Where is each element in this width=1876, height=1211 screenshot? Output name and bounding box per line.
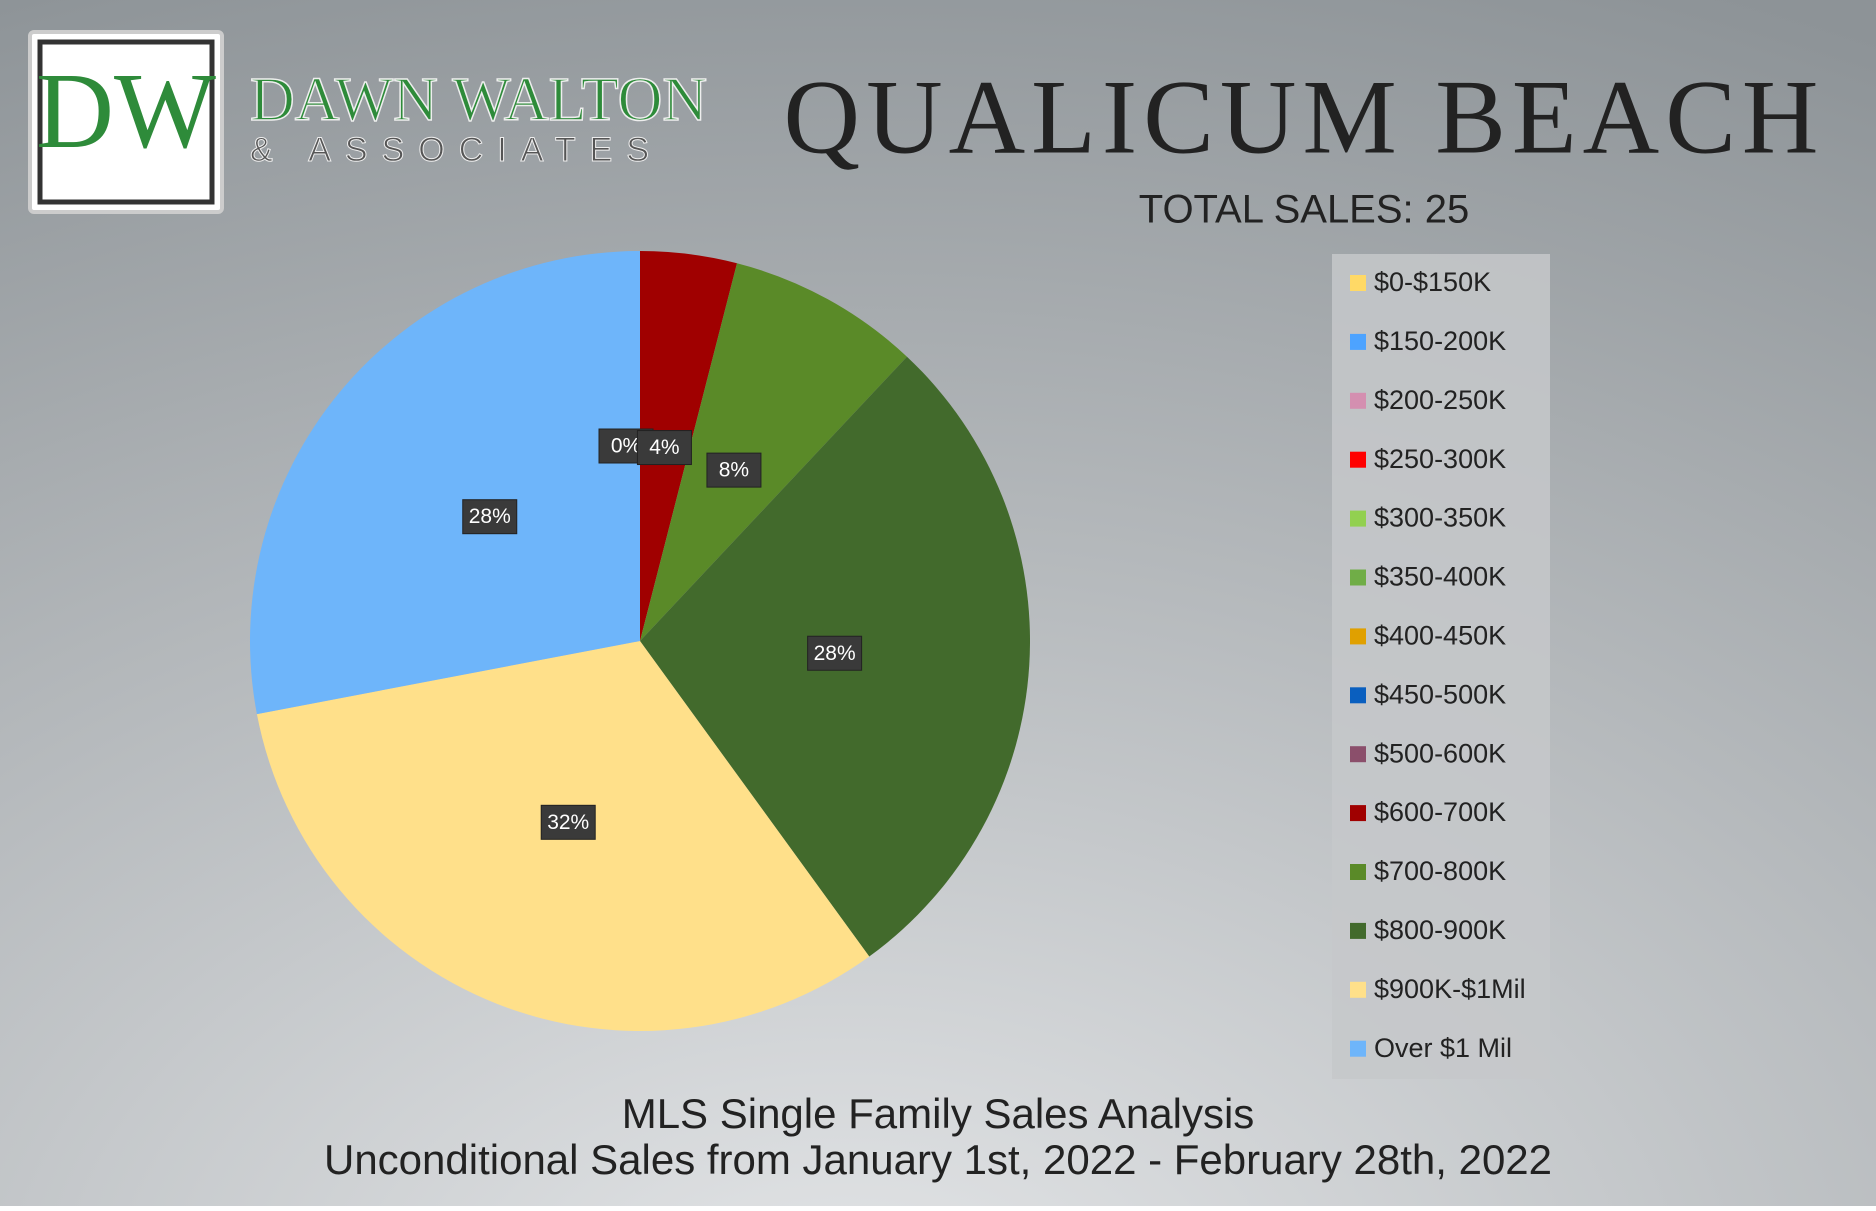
legend-label: $400-450K [1374,621,1506,651]
legend-swatch [1350,392,1366,409]
footer-line: Unconditional Sales from January 1st, 20… [324,1136,1552,1183]
legend-swatch [1350,746,1366,763]
data-label-box [540,804,596,840]
legend-label: $600-700K [1374,797,1506,827]
pie-slice [640,263,907,641]
legend-swatch [1350,1040,1366,1057]
data-label-box [462,499,518,535]
legend-swatch [1350,981,1366,998]
legend-label: $900K-$1Mil [1374,974,1526,1004]
legend-label: $500-600K [1374,738,1506,768]
data-label: 4% [649,436,679,459]
legend-label: $200-250K [1374,385,1506,415]
legend-label: $700-800K [1374,856,1506,886]
legend-swatch [1350,864,1366,880]
legend-label: $300-350K [1374,503,1506,533]
data-label: 0% [611,435,641,458]
legend-swatch [1350,805,1366,822]
data-label-box [706,452,762,488]
legend-box [1332,254,1550,1079]
data-label: 28% [814,642,856,665]
data-label-box [807,635,863,671]
logo-frame [28,30,224,214]
logo-tagline: & ASSOCIATES [250,131,663,169]
legend-swatch [1350,275,1366,291]
legend-label: $150-200K [1374,326,1506,356]
logo-monogram: DW [36,52,216,171]
legend-swatch [1350,628,1366,645]
data-label: 28% [469,505,511,528]
legend-swatch [1350,333,1366,350]
legend-label: $250-300K [1374,444,1506,474]
legend-swatch [1350,510,1366,527]
pie-slice [249,251,640,715]
legend-swatch [1350,569,1366,586]
logo-border [37,39,215,205]
data-label: 32% [547,811,589,834]
legend-swatch [1350,687,1366,704]
data-label: 8% [719,459,749,482]
chart-title: QUALICUM BEACH [784,58,1825,175]
footer-line: MLS Single Family Sales Analysis [622,1090,1255,1137]
legend-swatch [1350,451,1366,468]
legend-label: $800-900K [1374,915,1506,945]
legend-swatch [1350,922,1366,939]
chart-subtitle: TOTAL SALES: 25 [1139,188,1470,232]
legend-label: Over $1 Mil [1374,1033,1512,1063]
legend-label: $450-500K [1374,679,1506,709]
legend-label: $0-$150K [1374,267,1491,297]
legend-label: $350-400K [1374,562,1506,592]
logo-name: DAWN WALTON [250,66,707,134]
data-label-box [636,430,692,466]
